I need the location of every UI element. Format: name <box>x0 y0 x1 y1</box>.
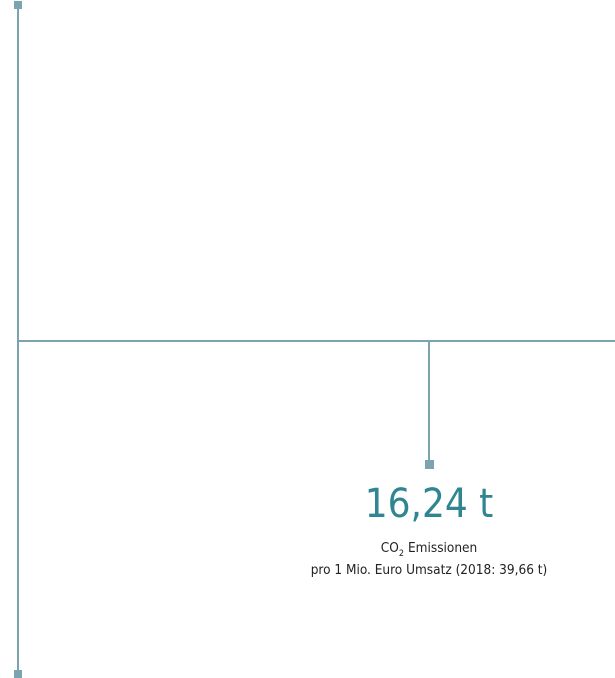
figure-label: CO2 Emissionen <box>381 540 477 559</box>
connector-end <box>425 460 434 469</box>
line-end <box>14 670 22 678</box>
label-main: CO <box>381 540 399 556</box>
label-rest: Emissionen <box>408 540 477 556</box>
label-sub: 2 <box>399 549 404 559</box>
figure-value: 16,24 t <box>365 481 494 527</box>
line-end <box>14 1 22 9</box>
figure-description: pro 1 Mio. Euro Umsatz (2018: 39,66 t) <box>311 562 548 578</box>
